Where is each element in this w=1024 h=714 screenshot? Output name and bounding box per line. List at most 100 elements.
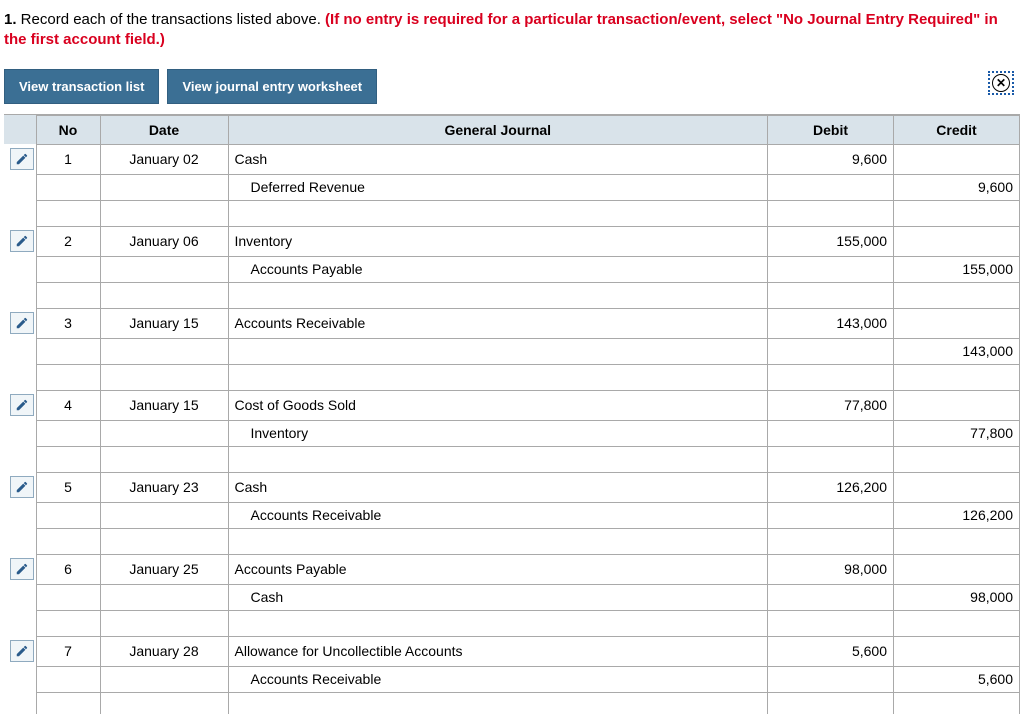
date-cell (100, 446, 228, 472)
credit-cell[interactable]: 98,000 (894, 584, 1020, 610)
edit-row-button[interactable] (10, 476, 34, 498)
debit-cell[interactable] (768, 584, 894, 610)
account-cell[interactable]: Cost of Goods Sold (228, 390, 768, 420)
date-cell: January 23 (100, 472, 228, 502)
credit-cell[interactable] (894, 554, 1020, 584)
table-row: 7January 28Allowance for Uncollectible A… (4, 636, 1020, 666)
no-cell: 6 (36, 554, 100, 584)
account-cell[interactable]: Cash (228, 144, 768, 174)
credit-cell[interactable] (894, 226, 1020, 256)
account-cell[interactable]: Accounts Receivable (228, 666, 768, 692)
credit-cell[interactable] (894, 390, 1020, 420)
credit-cell (894, 364, 1020, 390)
account-cell[interactable]: Accounts Receivable (228, 308, 768, 338)
edit-row-button[interactable] (10, 558, 34, 580)
credit-cell[interactable] (894, 472, 1020, 502)
edit-cell (4, 390, 36, 420)
date-cell (100, 256, 228, 282)
account-cell[interactable]: Allowance for Uncollectible Accounts (228, 636, 768, 666)
edit-cell (4, 226, 36, 256)
credit-cell[interactable]: 9,600 (894, 174, 1020, 200)
debit-cell[interactable]: 155,000 (768, 226, 894, 256)
date-cell (100, 692, 228, 714)
edit-cell (4, 554, 36, 584)
debit-cell[interactable]: 143,000 (768, 308, 894, 338)
edit-cell (4, 666, 36, 692)
credit-cell[interactable]: 5,600 (894, 666, 1020, 692)
debit-cell[interactable] (768, 174, 894, 200)
credit-cell[interactable]: 77,800 (894, 420, 1020, 446)
edit-cell (4, 472, 36, 502)
no-cell (36, 420, 100, 446)
date-cell (100, 584, 228, 610)
debit-cell[interactable] (768, 502, 894, 528)
edit-row-button[interactable] (10, 230, 34, 252)
table-row: 6January 25Accounts Payable98,000 (4, 554, 1020, 584)
edit-row-button[interactable] (10, 394, 34, 416)
view-transaction-list-button[interactable]: View transaction list (4, 69, 159, 104)
no-cell (36, 446, 100, 472)
credit-cell[interactable] (894, 308, 1020, 338)
edit-cell (4, 446, 36, 472)
view-journal-worksheet-button[interactable]: View journal entry worksheet (167, 69, 377, 104)
date-cell (100, 282, 228, 308)
edit-cell (4, 502, 36, 528)
account-cell[interactable]: Accounts Receivable (228, 502, 768, 528)
account-cell (228, 282, 768, 308)
account-cell[interactable] (228, 338, 768, 364)
edit-row-button[interactable] (10, 312, 34, 334)
account-cell[interactable]: Cash (228, 584, 768, 610)
credit-cell (894, 528, 1020, 554)
credit-cell[interactable]: 155,000 (894, 256, 1020, 282)
debit-cell[interactable] (768, 666, 894, 692)
edit-cell (4, 308, 36, 338)
pencil-icon (15, 644, 29, 658)
no-cell: 2 (36, 226, 100, 256)
debit-cell[interactable]: 98,000 (768, 554, 894, 584)
credit-cell[interactable]: 143,000 (894, 338, 1020, 364)
account-cell[interactable]: Cash (228, 472, 768, 502)
debit-cell[interactable] (768, 420, 894, 446)
debit-cell[interactable] (768, 256, 894, 282)
debit-cell[interactable]: 126,200 (768, 472, 894, 502)
edit-row-button[interactable] (10, 640, 34, 662)
credit-cell[interactable] (894, 636, 1020, 666)
no-cell: 5 (36, 472, 100, 502)
edit-cell (4, 338, 36, 364)
close-icon: ✕ (992, 74, 1010, 92)
no-cell: 4 (36, 390, 100, 420)
credit-cell (894, 610, 1020, 636)
debit-cell[interactable]: 5,600 (768, 636, 894, 666)
instruction-main: Record each of the transactions listed a… (17, 11, 326, 28)
edit-cell (4, 420, 36, 446)
table-row: 4January 15Cost of Goods Sold77,800 (4, 390, 1020, 420)
account-cell[interactable]: Accounts Payable (228, 256, 768, 282)
close-button[interactable]: ✕ (988, 71, 1014, 95)
pencil-icon (15, 234, 29, 248)
account-cell[interactable]: Inventory (228, 420, 768, 446)
debit-cell[interactable] (768, 338, 894, 364)
no-cell (36, 200, 100, 226)
pencil-icon (15, 562, 29, 576)
separator-row (4, 364, 1020, 390)
credit-cell (894, 282, 1020, 308)
credit-cell[interactable]: 126,200 (894, 502, 1020, 528)
journal-table-wrap: No Date General Journal Debit Credit 1Ja… (4, 114, 1020, 714)
toolbar: View transaction list View journal entry… (4, 69, 1020, 104)
no-cell (36, 364, 100, 390)
account-cell[interactable]: Inventory (228, 226, 768, 256)
table-row: Accounts Payable 155,000 (4, 256, 1020, 282)
account-cell[interactable]: Accounts Payable (228, 554, 768, 584)
debit-cell (768, 282, 894, 308)
debit-cell[interactable]: 77,800 (768, 390, 894, 420)
separator-row (4, 528, 1020, 554)
header-credit: Credit (894, 115, 1020, 144)
edit-row-button[interactable] (10, 148, 34, 170)
account-cell[interactable]: Deferred Revenue (228, 174, 768, 200)
table-row: Accounts Receivable 5,600 (4, 666, 1020, 692)
date-cell (100, 364, 228, 390)
account-cell (228, 528, 768, 554)
no-cell: 1 (36, 144, 100, 174)
debit-cell[interactable]: 9,600 (768, 144, 894, 174)
credit-cell[interactable] (894, 144, 1020, 174)
